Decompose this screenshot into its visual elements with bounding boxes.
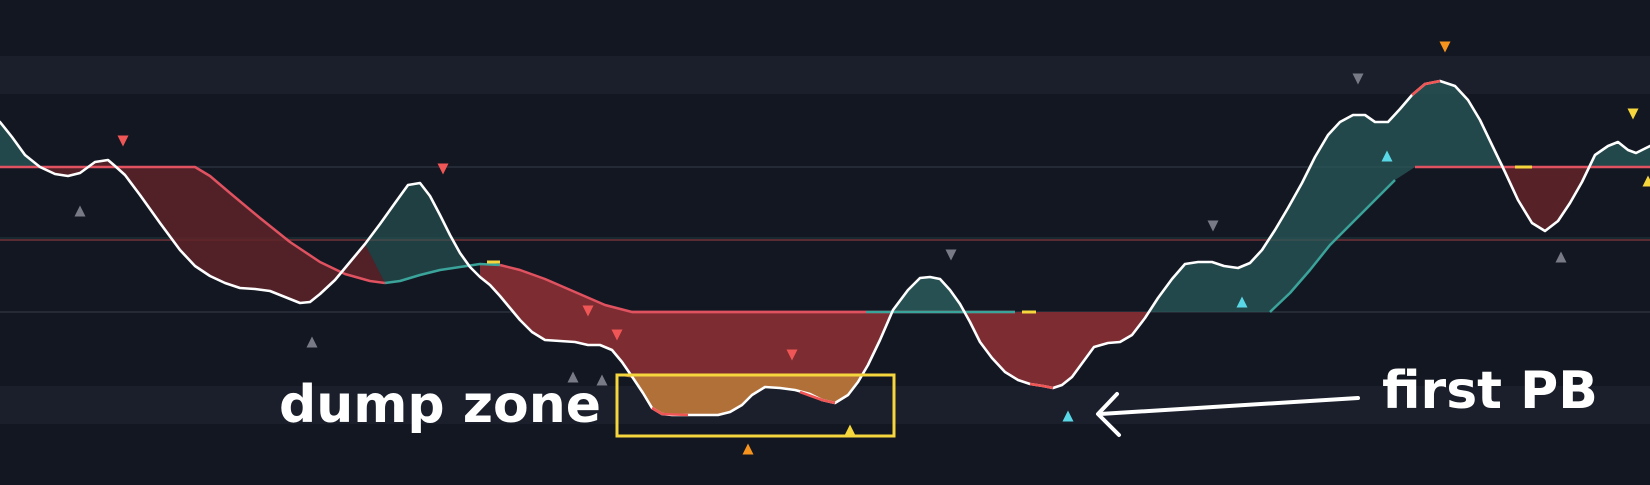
upper-band <box>0 56 1650 94</box>
signal-marker-14 <box>596 374 608 386</box>
oscillator-accent-3 <box>1029 382 1054 390</box>
signal-marker-7 <box>1627 108 1639 120</box>
signal-marker-9 <box>1207 220 1219 232</box>
signal-line-bull-3 <box>1269 179 1396 313</box>
signal-line-bull-1 <box>384 262 501 285</box>
signal-marker-2 <box>437 163 449 175</box>
bull-fill-2 <box>365 183 480 283</box>
dump-zone-fill <box>622 376 862 415</box>
bull-fill-3 <box>893 277 966 312</box>
signal-marker-20 <box>1236 296 1248 308</box>
signal-marker-19 <box>1062 410 1074 422</box>
bull-fill-4 <box>1150 81 1505 312</box>
signal-marker-10 <box>945 249 957 261</box>
oscillator-accent-4 <box>1411 79 1441 96</box>
bull-fill-1 <box>0 122 40 167</box>
first-pb-label: first PB <box>1382 361 1598 421</box>
signal-marker-21 <box>1381 150 1393 162</box>
bear-fill-3 <box>966 312 1150 388</box>
signal-marker-1 <box>117 135 129 147</box>
dump-zone-box <box>615 373 896 438</box>
signal-marker-11 <box>74 205 86 217</box>
signal-marker-3 <box>582 305 594 317</box>
signal-marker-12 <box>306 336 318 348</box>
dump-zone-label: dump zone <box>279 375 601 435</box>
bear-fill-4 <box>1505 167 1590 231</box>
oscillator-accent-2 <box>799 390 836 405</box>
signal-marker-16 <box>742 443 754 455</box>
signal-marker-17 <box>844 424 856 436</box>
oscillator-accent-1 <box>651 406 689 417</box>
signal-marker-8 <box>1352 73 1364 85</box>
signal-marker-6 <box>1439 41 1451 53</box>
signal-line-bear-1 <box>0 165 386 285</box>
bear-fill-1 <box>40 160 385 303</box>
oscillator-line <box>0 79 1650 417</box>
signal-marker-18 <box>1642 175 1650 187</box>
signal-marker-5 <box>786 349 798 361</box>
signal-marker-13 <box>567 371 579 383</box>
arrow-icon <box>1096 392 1360 437</box>
signal-marker-15 <box>1555 251 1567 263</box>
signal-marker-4 <box>611 329 623 341</box>
